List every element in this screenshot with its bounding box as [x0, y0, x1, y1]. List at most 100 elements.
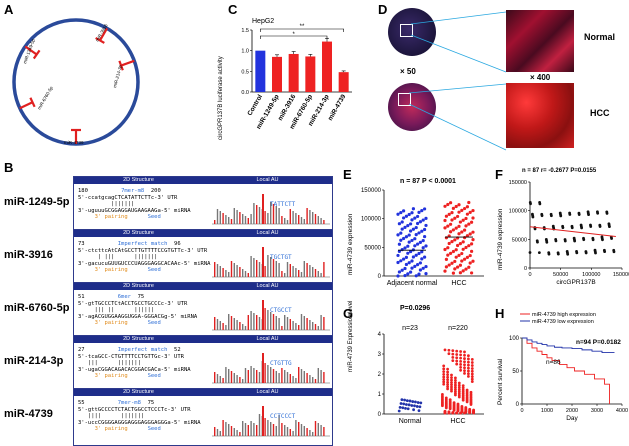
e-point: [418, 240, 422, 244]
au-bar: [250, 421, 252, 436]
au-bar: [233, 318, 235, 330]
e-ytick-label: 0: [378, 274, 382, 280]
g-point: [467, 360, 470, 364]
c-sig-2: *: [292, 32, 295, 38]
au-bar: [314, 324, 317, 330]
e-point: [470, 220, 474, 224]
g-point: [463, 350, 466, 354]
au-bar: [289, 209, 291, 224]
f-point: [594, 251, 597, 255]
header-2d: 2D Structure: [123, 177, 154, 183]
mirna-row-label: miR-6760-5p: [4, 302, 70, 314]
au-bar: [242, 379, 244, 383]
e-point: [423, 227, 427, 232]
structure-box: 2D Structure Local AU 27 Imperfect match 5…: [73, 335, 333, 393]
au-bar: [247, 370, 249, 383]
e-point: [468, 253, 472, 258]
e-point: [451, 271, 455, 275]
au-bar: [244, 423, 247, 436]
f-point: [591, 238, 595, 242]
e-point: [461, 247, 465, 251]
h-survival-curve: [522, 337, 610, 404]
g-point: [467, 374, 470, 378]
au-bar: [216, 429, 219, 436]
au-bar: [230, 261, 233, 277]
g-point: [410, 404, 414, 407]
au-bar: [312, 267, 314, 277]
e-point: [413, 237, 417, 241]
au-bar: [258, 372, 261, 383]
pos-end: 96: [174, 241, 181, 247]
f-point: [596, 211, 600, 215]
g-point: [459, 353, 462, 357]
binding-site-bar: [32, 49, 41, 60]
c-bar: [338, 72, 349, 92]
au-bar: [242, 269, 244, 277]
g-point: [414, 400, 417, 404]
g-point: [457, 381, 461, 385]
au-bar: [272, 424, 275, 436]
au-bar: [214, 427, 216, 436]
au-bar: [236, 320, 238, 330]
g-point: [461, 388, 465, 392]
e-point: [402, 216, 406, 220]
g-point: [408, 399, 412, 403]
e-point: [411, 255, 415, 259]
g-point: [469, 403, 473, 406]
e-point: [451, 206, 455, 210]
f-point: [533, 227, 537, 231]
e-point: [453, 238, 457, 242]
e-point: [397, 222, 401, 226]
e-ytick-label: 100000: [361, 217, 382, 223]
g-point: [467, 369, 470, 373]
e-point: [413, 264, 417, 268]
g-point: [403, 398, 406, 402]
e-point: [421, 266, 425, 270]
f-point: [566, 252, 570, 256]
h-xtick-label: 3000: [591, 408, 603, 414]
f-point: [610, 237, 613, 240]
structure-box: 2D Structure Local AU 73 Imperfect match 9…: [73, 229, 333, 287]
au-bar: [320, 273, 322, 277]
e-point: [423, 207, 427, 211]
au-bar: [278, 263, 280, 277]
e-point: [447, 212, 451, 217]
au-bar: [298, 422, 300, 436]
e-point: [403, 266, 407, 271]
e-point: [443, 226, 447, 230]
g-point: [417, 409, 421, 413]
e-point: [464, 224, 468, 228]
g-n1: n=23: [402, 325, 418, 332]
f-point: [587, 213, 590, 217]
e-point: [409, 222, 413, 226]
au-bar: [264, 308, 266, 330]
g-point: [468, 411, 472, 415]
au-bar: [309, 210, 311, 224]
f-xtick-label: 100000: [582, 272, 600, 278]
au-bar: [228, 369, 230, 383]
g-point: [443, 411, 447, 415]
e-point: [420, 209, 424, 213]
duplex-sequence: 180 7mer-m8 200 5'-ccatgcagCTCATATTCTTc-…: [78, 188, 191, 221]
au-site-bar: [262, 194, 264, 224]
binding-site-stem: [24, 45, 38, 56]
au-bar: [272, 369, 275, 383]
au-bar: [278, 373, 280, 383]
g-point: [446, 367, 449, 371]
e-point: [471, 230, 475, 234]
c-category-label: Control: [246, 93, 264, 117]
g-point: [443, 348, 447, 352]
au-bar: [312, 322, 314, 330]
e-point: [468, 261, 472, 265]
g-point: [446, 380, 449, 384]
au-bar: [222, 420, 224, 436]
pos-start: 27: [78, 347, 85, 353]
g-point: [467, 354, 470, 358]
au-bar: [214, 220, 216, 224]
g-point: [454, 385, 457, 389]
e-point: [446, 202, 450, 207]
pairing-label: 3' pairing: [94, 214, 128, 221]
g-point: [401, 406, 405, 410]
e-point: [458, 242, 462, 246]
au-bar: [256, 260, 258, 277]
